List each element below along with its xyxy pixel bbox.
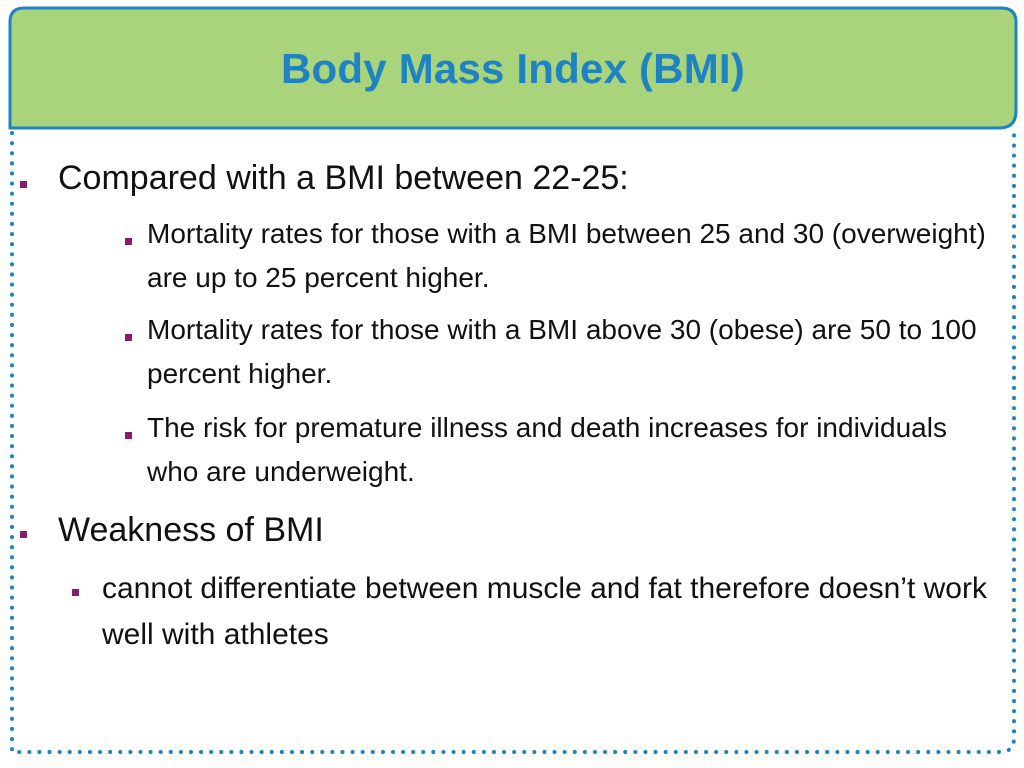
dotted-frame-border xyxy=(10,131,1016,754)
bullet-marker xyxy=(125,334,132,341)
bullet-marker xyxy=(20,181,27,188)
bullet-underweight: The risk for premature illness and death… xyxy=(147,412,947,487)
bullet-overweight: Mortality rates for those with a BMI bet… xyxy=(147,218,986,293)
bullet-obese: Mortality rates for those with a BMI abo… xyxy=(147,314,977,389)
bullet-marker xyxy=(72,589,79,596)
bullet-marker xyxy=(20,531,27,538)
slide-title: Body Mass Index (BMI) xyxy=(281,45,745,92)
bullet-weakness: Weakness of BMI xyxy=(58,511,324,549)
bullet-compared: Compared with a BMI between 22-25: xyxy=(58,159,629,197)
bullet-marker xyxy=(125,432,132,439)
bullet-marker xyxy=(125,238,132,245)
bullet-muscle-fat: cannot differentiate between muscle and … xyxy=(102,572,987,651)
title-banner xyxy=(8,6,1018,130)
